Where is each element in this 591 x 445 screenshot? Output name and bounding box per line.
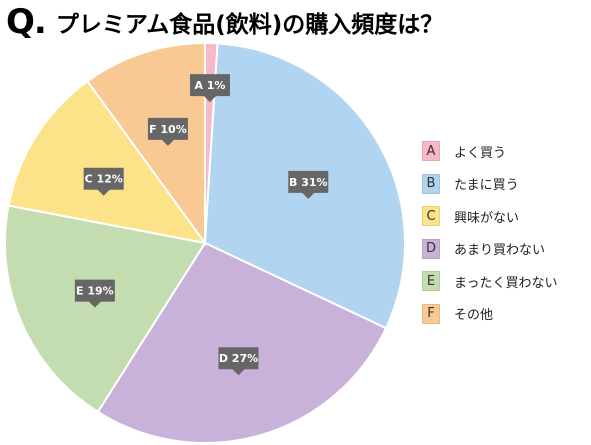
legend-swatch: D [422,238,440,259]
pie-slices [4,41,406,444]
data-label-e: E 19% [74,279,115,308]
pie-slice-c [7,79,208,245]
title-row: Q. プレミアム食品(飲料)の購入頻度は？ [6,0,443,44]
legend-swatch: B [422,173,440,194]
legend-item-e: E まったく買わない [422,271,557,291]
data-label-text: A 1% [194,79,225,92]
data-label-box [83,167,124,196]
legend-label: よく買う [454,145,507,161]
legend-item-d: D あまり買わない [422,238,557,259]
data-label-box [189,74,230,103]
data-label-text: C 12% [85,173,123,186]
legend-item-a: A よく買う [422,141,557,161]
data-label-d: D 27% [218,347,259,376]
legend-label: あまり買わない [454,243,546,258]
legend-item-c: C 興味がない [422,206,557,226]
pie-slice-e [4,204,207,414]
legend-label: まったく買わない [454,275,558,291]
data-label-a: A 1% [189,74,230,103]
legend-swatch: C [422,206,440,226]
data-label-box [218,347,259,376]
pie-data-labels: A 1% B 31% D 27% E 19% C 12% F 10% [74,74,329,376]
data-label-b: B 31% [288,170,329,199]
data-label-c: C 12% [83,167,124,196]
pie-slice-f [86,41,206,247]
data-label-f: F 10% [147,117,188,146]
pie-slice-d [96,241,388,444]
legend: A よく買う B たまに買う C 興味がない D あまり買わない E まったく買わない F その他 [422,141,557,336]
legend-swatch: A [422,141,440,161]
legend-swatch: F [422,303,440,324]
data-label-box [288,170,329,199]
data-label-text: F 10% [149,123,187,136]
data-label-text: D 27% [219,352,258,365]
data-label-box [147,117,188,146]
page-title: プレミアム食品(飲料)の購入頻度は？ [55,12,444,38]
question-mark-label: Q. [6,2,47,42]
legend-item-f: F その他 [422,303,557,324]
data-label-box [74,279,115,308]
legend-swatch: E [422,271,440,291]
legend-label: 興味がない [454,210,520,226]
data-label-text: B 31% [289,176,328,189]
legend-label: その他 [454,308,494,323]
legend-item-b: B たまに買う [422,173,557,194]
legend-label: たまに買う [454,178,519,193]
data-label-text: E 19% [76,285,114,298]
